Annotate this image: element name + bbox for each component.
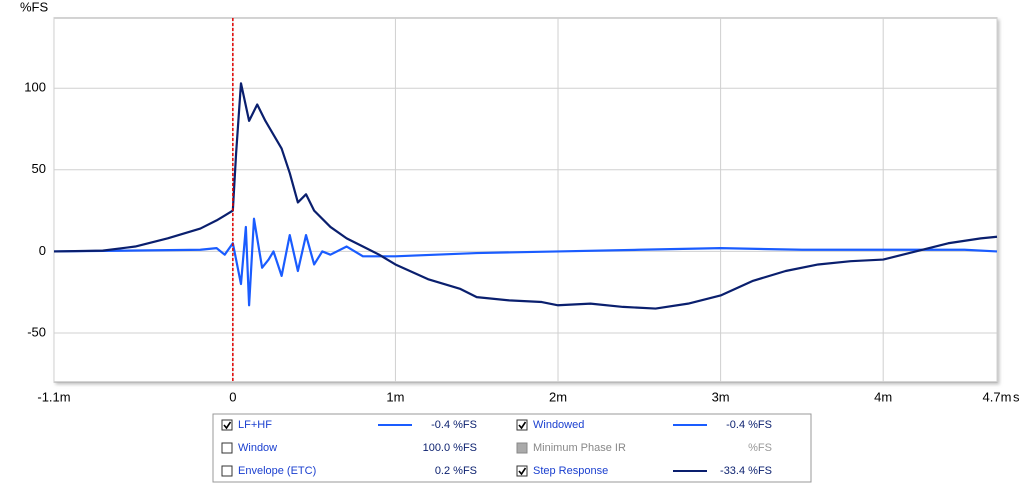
legend-reading: 100.0 %FS [423, 442, 477, 454]
checkbox[interactable] [516, 419, 528, 431]
x-tick-label: 3m [712, 389, 730, 404]
legend-name[interactable]: Envelope (ETC) [238, 465, 316, 477]
y-axis-label: %FS [20, 0, 49, 14]
legend-box [212, 413, 812, 483]
checkbox[interactable] [516, 465, 528, 477]
legend-name[interactable]: LF+HF [238, 419, 272, 431]
plot-area [53, 17, 998, 383]
legend-reading: -0.4 %FS [431, 419, 477, 431]
x-tick-label: 1m [386, 389, 404, 404]
checkbox[interactable] [516, 442, 528, 454]
checkbox[interactable] [221, 419, 233, 431]
legend-name[interactable]: Windowed [533, 419, 584, 431]
x-axis-unit: s [1013, 389, 1020, 404]
series-line [53, 217, 998, 307]
checkmark [518, 421, 527, 430]
legend-name[interactable]: Window [238, 442, 277, 454]
legend-name[interactable]: Step Response [533, 465, 608, 477]
checkbox[interactable] [221, 442, 233, 454]
checkmark [223, 421, 232, 430]
y-tick-label: 50 [32, 161, 46, 176]
x-tick-label: 4.7m [983, 389, 1012, 404]
legend-reading: -33.4 %FS [720, 465, 772, 477]
x-tick-label: 2m [549, 389, 567, 404]
x-tick-label: 0 [229, 389, 236, 404]
x-tick-label: -1.1m [37, 389, 70, 404]
legend-reading: %FS [748, 442, 772, 454]
legend-reading: 0.2 %FS [435, 465, 477, 477]
x-tick-label: 4m [874, 389, 892, 404]
legend-reading: -0.4 %FS [726, 419, 772, 431]
legend-name[interactable]: Minimum Phase IR [533, 442, 626, 454]
y-tick-label: -50 [27, 324, 46, 339]
checkmark [518, 467, 527, 476]
y-tick-label: 0 [39, 243, 46, 258]
checkbox[interactable] [221, 465, 233, 477]
y-tick-label: 100 [24, 80, 46, 95]
